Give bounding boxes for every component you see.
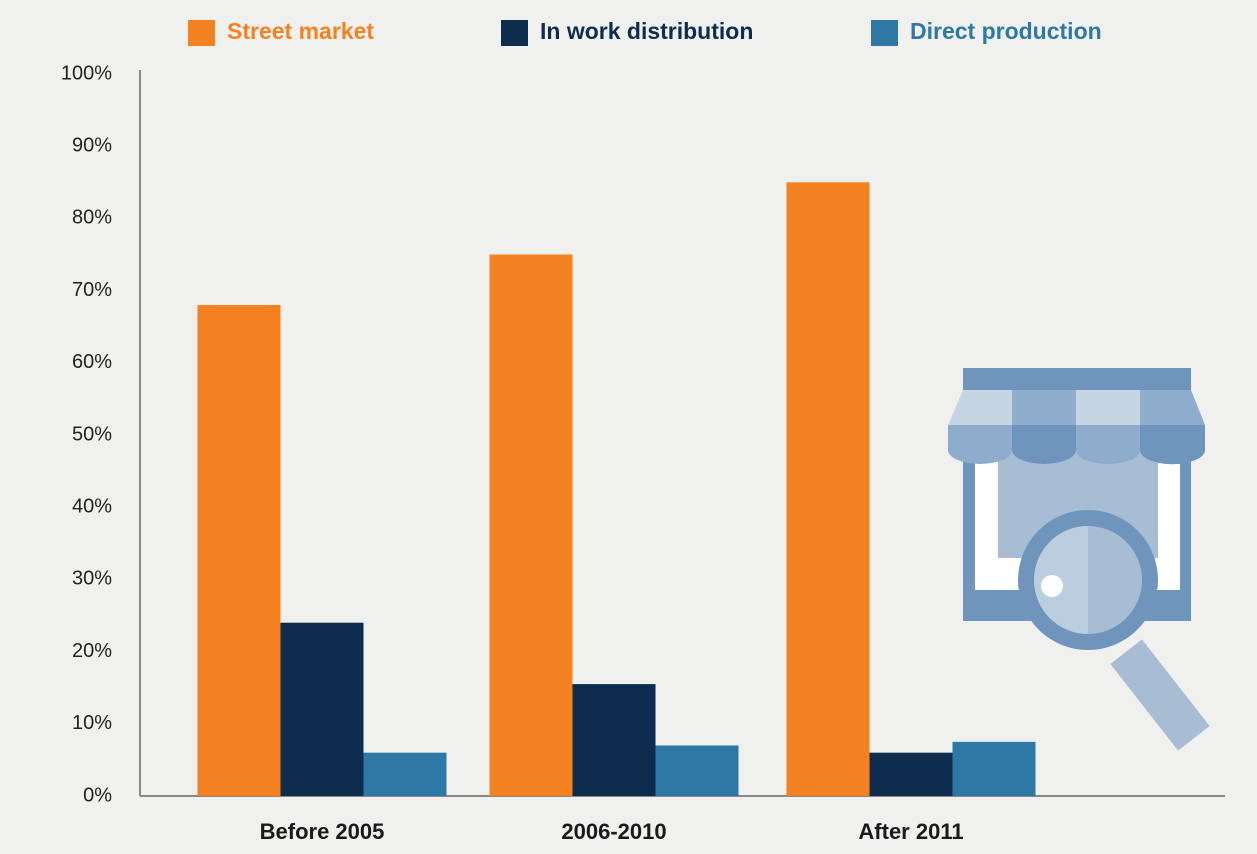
y-tick-label: 50% bbox=[72, 423, 112, 445]
bar bbox=[197, 305, 281, 796]
bar bbox=[786, 182, 870, 797]
x-tick-label: Before 2005 bbox=[260, 819, 385, 844]
y-tick-label: 60% bbox=[72, 351, 112, 373]
bar bbox=[489, 254, 573, 796]
y-tick-label: 30% bbox=[72, 568, 112, 590]
legend-swatch bbox=[871, 20, 898, 46]
bar bbox=[655, 745, 739, 796]
y-tick-label: 40% bbox=[72, 495, 112, 517]
y-tick-label: 80% bbox=[72, 207, 112, 229]
legend-label: Direct production bbox=[910, 18, 1102, 44]
y-tick-label: 10% bbox=[72, 712, 112, 734]
legend-label: In work distribution bbox=[540, 18, 753, 44]
bar bbox=[280, 622, 364, 796]
legend-label: Street market bbox=[227, 18, 374, 44]
bar bbox=[952, 741, 1036, 796]
y-tick-label: 100% bbox=[61, 62, 112, 84]
legend-swatch bbox=[188, 20, 215, 46]
y-tick-label: 70% bbox=[72, 279, 112, 301]
y-tick-label: 0% bbox=[83, 784, 112, 806]
legend-swatch bbox=[501, 20, 528, 46]
x-tick-label: 2006-2010 bbox=[561, 819, 666, 844]
bar bbox=[572, 684, 656, 796]
y-tick-label: 20% bbox=[72, 640, 112, 662]
y-tick-label: 90% bbox=[72, 134, 112, 156]
bar bbox=[869, 752, 953, 796]
store-icon bbox=[948, 368, 1210, 751]
bar bbox=[363, 752, 447, 796]
x-tick-label: After 2011 bbox=[858, 819, 963, 844]
